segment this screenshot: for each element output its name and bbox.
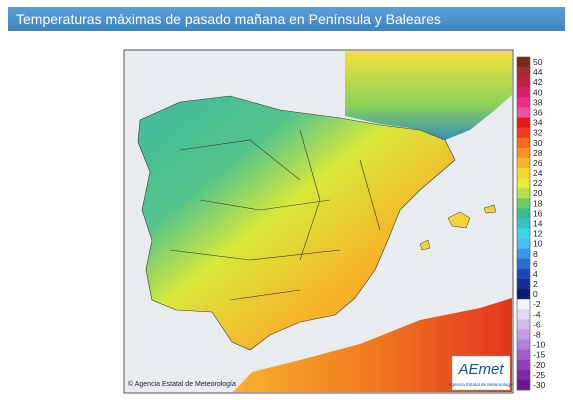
legend-swatch xyxy=(517,57,530,68)
legend-label: 36 xyxy=(533,108,543,118)
legend-label: -10 xyxy=(533,340,546,350)
legend-swatch xyxy=(517,97,530,108)
legend-border xyxy=(516,56,531,391)
legend-swatch xyxy=(517,228,530,239)
legend-swatch xyxy=(517,238,530,250)
header-title: Temperaturas máximas de pasado mañana en… xyxy=(8,7,565,31)
france-area xyxy=(345,51,512,140)
legend-label: 32 xyxy=(533,128,543,138)
logo-box xyxy=(451,355,511,391)
legend-swatch xyxy=(517,369,530,381)
legend-label: 10 xyxy=(533,239,543,249)
legend-swatch xyxy=(517,329,530,340)
legend-label: 14 xyxy=(533,219,543,229)
legend-swatch xyxy=(517,248,530,260)
legend-label: -6 xyxy=(533,319,541,329)
legend-swatch xyxy=(517,178,530,189)
legend-label: 2 xyxy=(533,279,538,289)
legend-label: -25 xyxy=(533,370,546,380)
legend-swatch xyxy=(517,87,530,98)
legend-swatch xyxy=(517,198,530,209)
legend-label: 18 xyxy=(533,198,543,208)
legend-label: 28 xyxy=(533,148,543,158)
legend-swatch xyxy=(517,379,530,391)
province-borders xyxy=(169,129,381,301)
legend-swatch xyxy=(517,157,530,169)
legend-swatch xyxy=(517,359,530,371)
legend-swatch xyxy=(517,147,530,159)
legend-label: 26 xyxy=(533,158,543,168)
legend-label: 20 xyxy=(533,188,543,198)
legend-swatch xyxy=(517,77,530,88)
legend-swatch xyxy=(517,268,530,280)
legend-label: -2 xyxy=(533,299,541,309)
legend-label: 8 xyxy=(533,249,538,259)
logo-text: AEmet xyxy=(457,361,504,378)
balearic-island xyxy=(419,239,431,251)
legend-swatch xyxy=(517,289,530,300)
legend-label: -4 xyxy=(533,309,541,319)
legend-swatch xyxy=(517,188,530,199)
legend-swatch xyxy=(517,117,530,128)
legend-swatch xyxy=(517,208,530,219)
legend-swatch xyxy=(517,319,530,330)
legend-label: 44 xyxy=(533,67,543,77)
color-legend: 5044424038363432302826242220181614121086… xyxy=(516,56,546,391)
legend-swatch xyxy=(517,168,530,179)
legend-swatch xyxy=(517,107,530,118)
legend-label: 16 xyxy=(533,208,543,218)
legend-swatch xyxy=(517,349,530,361)
legend-label: 30 xyxy=(533,138,543,148)
legend-swatch xyxy=(517,299,530,310)
legend-label: 24 xyxy=(533,168,543,178)
africa-area xyxy=(232,298,512,393)
legend-swatch xyxy=(517,127,530,139)
legend-label: -30 xyxy=(533,380,546,390)
legend-label: 38 xyxy=(533,97,543,107)
legend-swatch xyxy=(517,258,530,270)
legend-label: 42 xyxy=(533,77,543,87)
legend-label: -8 xyxy=(533,330,541,340)
legend-swatch xyxy=(517,218,530,229)
legend-swatch xyxy=(517,279,530,290)
copyright: © Agencia Estatal de Meteorología xyxy=(128,380,236,388)
legend-swatch xyxy=(517,309,530,320)
legend-label: -20 xyxy=(533,360,546,370)
legend-label: 34 xyxy=(533,118,543,128)
balearic-island xyxy=(483,204,497,214)
logo-subtitle: Agencia Estatal de Meteorología xyxy=(448,382,514,387)
balearic-island xyxy=(447,211,471,229)
iberia-area xyxy=(137,95,456,351)
legend-label: 6 xyxy=(533,259,538,269)
legend-label: 4 xyxy=(533,269,538,279)
legend-label: 0 xyxy=(533,289,538,299)
legend-label: 50 xyxy=(533,57,543,67)
legend-swatch xyxy=(517,137,530,149)
legend-label: 40 xyxy=(533,87,543,97)
legend-swatch xyxy=(517,67,530,78)
legend-label: 12 xyxy=(533,229,543,239)
legend-label: 22 xyxy=(533,178,543,188)
legend-swatch xyxy=(517,339,530,350)
legend-label: -15 xyxy=(533,350,546,360)
